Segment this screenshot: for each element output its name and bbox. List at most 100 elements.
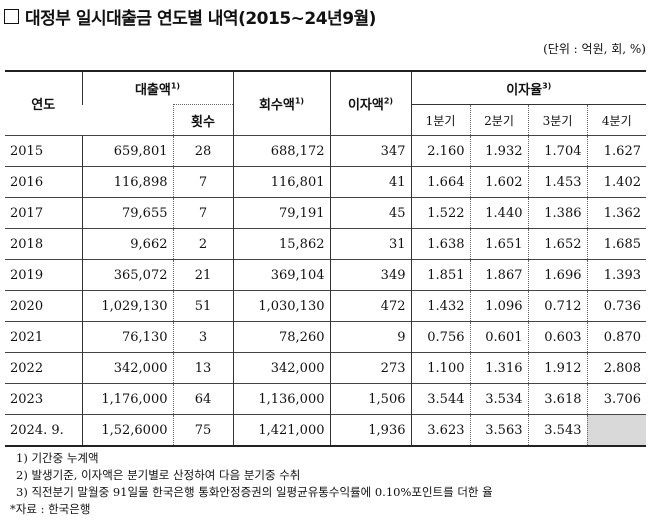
q4-cell: 1.402: [586, 166, 646, 198]
interest-cell: 1,936: [329, 414, 411, 447]
q1-cell: 3.544: [410, 383, 470, 415]
q4-cell: 2.808: [586, 352, 646, 384]
q1-cell: 0.756: [410, 321, 470, 353]
interest-cell: 9: [329, 321, 411, 353]
header-rate: 이자율3): [410, 71, 646, 105]
footnote-2: 2) 발생기준, 이자액은 분기별로 산정하여 다음 분기중 수취: [16, 468, 301, 482]
footnote-3: 3) 직전분기 말월중 91일물 한국은행 통화안정증권의 일평균유통수익률에 …: [16, 485, 493, 499]
q1-cell: 2.160: [410, 135, 470, 167]
year-cell: 2016: [5, 166, 82, 198]
source-note: *자료 : 한국은행: [10, 502, 91, 516]
q3-cell: 1.696: [527, 259, 587, 291]
q4-cell: 1.685: [586, 228, 646, 260]
interest-cell: 1,506: [329, 383, 411, 415]
table-row: 2023 1,176,000 64 1,136,000 1,506 3.544 3.534 3…: [5, 383, 646, 415]
count-cell: 51: [172, 290, 233, 322]
q2-cell: 0.601: [469, 321, 528, 353]
q1-cell: 1.432: [410, 290, 470, 322]
table-row: 2016 116,898 7 116,801 41 1.664 1.602 1.453 1.40…: [5, 166, 646, 198]
table-row: 2024. 9. 1,52,6000 75 1,421,000 1,936 3.623 3.…: [5, 414, 646, 447]
count-cell: 7: [172, 197, 233, 229]
interest-cell: 45: [329, 197, 411, 229]
q3-cell: 1.453: [527, 166, 587, 198]
q1-cell: 1.851: [410, 259, 470, 291]
q3-cell: 1.912: [527, 352, 587, 384]
repay-cell: 116,801: [232, 166, 330, 198]
repay-cell: 79,191: [232, 197, 330, 229]
table-row: 2017 79,655 7 79,191 45 1.522 1.440 1.386 1.362: [5, 197, 646, 229]
header-q3: 3분기: [527, 104, 587, 136]
interest-cell: 472: [329, 290, 411, 322]
year-cell: 2015: [5, 135, 82, 167]
q4-cell: 3.706: [586, 383, 646, 415]
year-cell: 2018: [5, 228, 82, 260]
unit-label: (단위 : 억원, 회, %): [543, 42, 646, 56]
count-cell: 13: [172, 352, 233, 384]
loan-cell: 116,898: [81, 166, 173, 198]
checkbox-square-icon: [4, 9, 19, 24]
table-row: 2022 342,000 13 342,000 273 1.100 1.316 1.912 2.…: [5, 352, 646, 384]
loan-cell: 1,029,130: [81, 290, 173, 322]
q3-cell: 0.712: [527, 290, 587, 322]
loan-cell: 79,655: [81, 197, 173, 229]
q3-cell: 1.704: [527, 135, 587, 167]
header-count: 횟수: [172, 104, 233, 136]
repay-cell: 15,862: [232, 228, 330, 260]
repay-cell: 342,000: [232, 352, 330, 384]
year-cell: 2017: [5, 197, 82, 229]
repay-cell: 369,104: [232, 259, 330, 291]
year-cell: 2021: [5, 321, 82, 353]
q2-cell: 1.867: [469, 259, 528, 291]
q2-cell: 1.602: [469, 166, 528, 198]
header-q2: 2분기: [469, 104, 528, 136]
q3-cell: 3.618: [527, 383, 587, 415]
q4-cell: 0.736: [586, 290, 646, 322]
interest-cell: 31: [329, 228, 411, 260]
page-title: 대정부 일시대출금 연도별 내역(2015~24년9월): [4, 4, 376, 29]
table-row: 2020 1,029,130 51 1,030,130 472 1.432 1.096 0.7…: [5, 290, 646, 322]
q3-cell: 3.543: [527, 414, 587, 447]
loan-cell: 365,072: [81, 259, 173, 291]
q4-cell: 1.627: [586, 135, 646, 167]
loan-table: 연도 대출액1) 회수액1) 이자액2) 이자율3) 횟수 1분기 2분기 3분…: [5, 70, 646, 447]
q1-cell: 1.100: [410, 352, 470, 384]
table-row: 2019 365,072 21 369,104 349 1.851 1.867 1.696 1.…: [5, 259, 646, 291]
year-cell: 2024. 9.: [5, 414, 82, 447]
header-q4: 4분기: [586, 104, 646, 136]
count-cell: 21: [172, 259, 233, 291]
year-cell: 2020: [5, 290, 82, 322]
footnote-1: 1) 기간중 누계액: [16, 451, 99, 465]
year-cell: 2019: [5, 259, 82, 291]
q2-cell: 3.563: [469, 414, 528, 447]
q2-cell: 1.096: [469, 290, 528, 322]
q3-cell: 1.386: [527, 197, 587, 229]
q4-cell: [586, 414, 646, 447]
q3-cell: 1.652: [527, 228, 587, 260]
q2-cell: 1.932: [469, 135, 528, 167]
header-q1: 1분기: [410, 104, 470, 136]
loan-cell: 76,130: [81, 321, 173, 353]
q2-cell: 1.440: [469, 197, 528, 229]
q4-cell: 1.362: [586, 197, 646, 229]
count-cell: 64: [172, 383, 233, 415]
repay-cell: 78,260: [232, 321, 330, 353]
loan-cell: 9,662: [81, 228, 173, 260]
interest-cell: 347: [329, 135, 411, 167]
q1-cell: 1.664: [410, 166, 470, 198]
repay-cell: 1,421,000: [232, 414, 330, 447]
interest-cell: 349: [329, 259, 411, 291]
count-cell: 7: [172, 166, 233, 198]
loan-cell: 1,52,6000: [81, 414, 173, 447]
q2-cell: 1.651: [469, 228, 528, 260]
loan-cell: 659,801: [81, 135, 173, 167]
repay-cell: 1,030,130: [232, 290, 330, 322]
header-repay: 회수액1): [232, 71, 330, 136]
year-cell: 2023: [5, 383, 82, 415]
count-cell: 2: [172, 228, 233, 260]
table-row: 2021 76,130 3 78,260 9 0.756 0.601 0.603 0.870: [5, 321, 646, 353]
header-loan: 대출액1): [81, 71, 233, 105]
q4-cell: 1.393: [586, 259, 646, 291]
loan-cell: 342,000: [81, 352, 173, 384]
q1-cell: 1.522: [410, 197, 470, 229]
table-row: 2018 9,662 2 15,862 31 1.638 1.651 1.652 1.685: [5, 228, 646, 260]
